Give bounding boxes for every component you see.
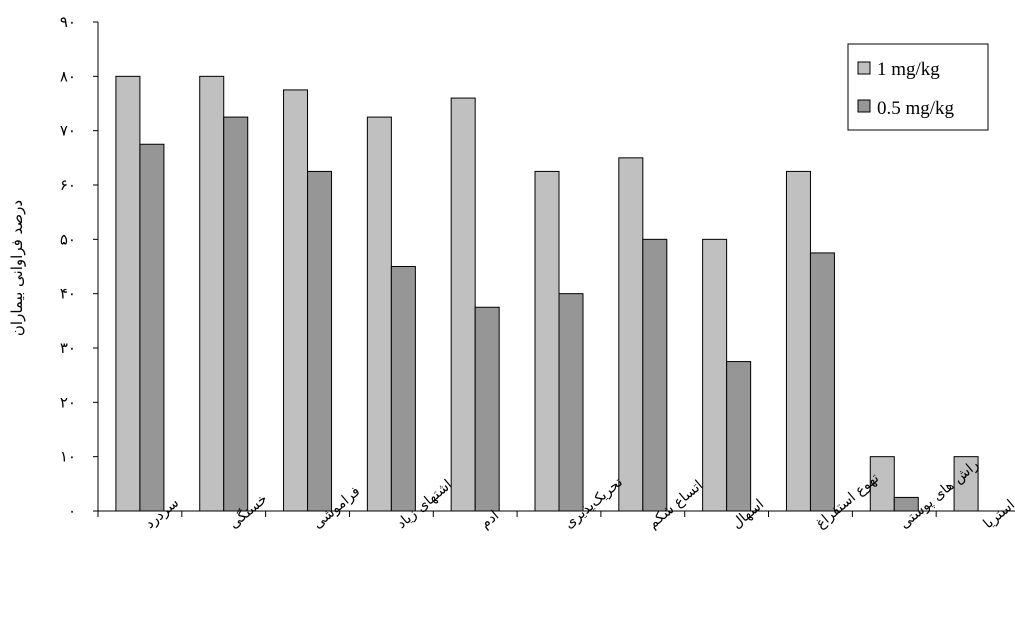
y-tick-label: ۸۰ bbox=[60, 67, 76, 85]
bar-1-mg-kg bbox=[199, 75, 225, 512]
y-tick-label: ۷۰ bbox=[60, 122, 76, 140]
legend-label-0-5-mg-kg: 0.5 mg/kg bbox=[877, 98, 955, 119]
bar-1-mg-kg bbox=[534, 170, 560, 512]
bar-1-mg-kg bbox=[618, 157, 644, 512]
legend-swatch-1-mg-kg bbox=[857, 61, 871, 75]
bar-0-5-mg-kg bbox=[139, 143, 165, 512]
legend: 1 mg/kg 0.5 mg/kg bbox=[847, 43, 989, 131]
bar-1-mg-kg bbox=[366, 116, 392, 512]
bars-group bbox=[115, 75, 979, 512]
category-label: استریا bbox=[980, 497, 1015, 532]
bar-0-5-mg-kg bbox=[223, 116, 249, 512]
y-tick-label: ۳۰ bbox=[60, 339, 76, 357]
bar-1-mg-kg bbox=[785, 170, 811, 512]
bar-0-5-mg-kg bbox=[558, 293, 584, 512]
bar-1-mg-kg bbox=[869, 456, 895, 512]
y-tick-label: ۹۰ bbox=[60, 13, 76, 31]
bar-1-mg-kg bbox=[953, 456, 979, 512]
legend-box bbox=[847, 43, 989, 131]
bar-1-mg-kg bbox=[115, 75, 141, 512]
bar-0-5-mg-kg bbox=[474, 306, 500, 512]
y-tick-label: ۵۰ bbox=[60, 230, 76, 248]
bar-0-5-mg-kg bbox=[642, 238, 668, 512]
bar-0-5-mg-kg bbox=[307, 170, 333, 512]
y-tick-label: ۶۰ bbox=[60, 176, 76, 194]
bar-0-5-mg-kg bbox=[726, 361, 752, 512]
legend-label-1-mg-kg: 1 mg/kg bbox=[877, 59, 940, 80]
bar-0-5-mg-kg bbox=[809, 252, 835, 512]
y-ticks-group: ۰ ۱۰ ۲۰ ۳۰ ۴۰ ۵۰ ۶۰ ۷۰ ۸۰ ۹۰ bbox=[60, 13, 98, 520]
bar-1-mg-kg bbox=[283, 89, 309, 512]
y-tick-label: ۱۰ bbox=[60, 448, 76, 466]
y-tick-label: ۴۰ bbox=[60, 285, 76, 303]
legend-swatch-0-5-mg-kg bbox=[857, 99, 871, 113]
y-tick-label: ۲۰ bbox=[60, 393, 76, 411]
y-tick-label: ۰ bbox=[68, 502, 76, 520]
bar-1-mg-kg bbox=[702, 238, 728, 512]
bar-1-mg-kg bbox=[450, 97, 476, 512]
y-axis-label: درصد فراوانی بیماران bbox=[8, 200, 26, 336]
bar-0-5-mg-kg bbox=[390, 266, 416, 512]
x-ticks-group bbox=[97, 511, 937, 517]
